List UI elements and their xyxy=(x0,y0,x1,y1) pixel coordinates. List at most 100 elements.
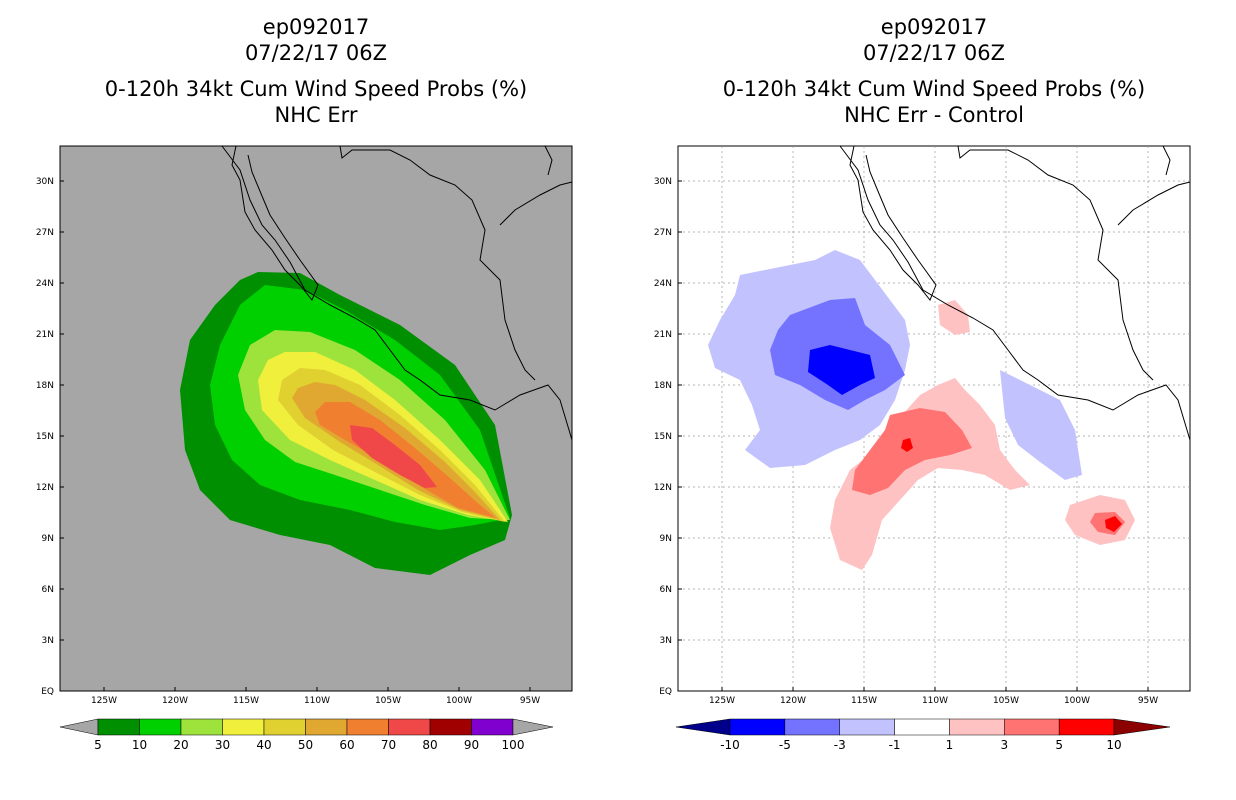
left-colorbar-box xyxy=(346,718,389,736)
right-panel-title: ep092017 07/22/17 06Z 0-120h 34kt Cum Wi… xyxy=(678,14,1190,128)
left-storm-id: ep092017 xyxy=(262,15,370,39)
left-lat-label: 27N xyxy=(36,228,54,238)
left-colorbar: 5 10 20 30 40 50 60 70 80 90 100 xyxy=(59,718,554,752)
left-lon-label: 105W xyxy=(375,696,401,706)
right-lat-label: 3N xyxy=(660,636,672,646)
left-panel-title: ep092017 07/22/17 06Z 0-120h 34kt Cum Wi… xyxy=(60,14,572,128)
right-colorbar-box xyxy=(729,718,786,736)
right-storm-id: ep092017 xyxy=(880,15,988,39)
right-lon-label: 105W xyxy=(993,696,1019,706)
left-colorbar-box xyxy=(97,718,140,736)
right-axes: 30N 27N 24N 21N 18N 15N 12N 9N 6N 3N EQ 125W 120W 115… xyxy=(654,177,1158,706)
right-colorbar-label: -10 xyxy=(720,738,740,752)
left-colorbar-label: 90 xyxy=(464,738,479,752)
right-contour-neg1-area2 xyxy=(1000,370,1082,480)
left-lat-label: 9N xyxy=(42,534,54,544)
right-colorbar-box xyxy=(1004,718,1060,736)
left-lon-label: 110W xyxy=(304,696,330,706)
left-prob-contours xyxy=(180,272,512,575)
right-lon-label: 95W xyxy=(1138,696,1158,706)
left-init-time: 07/22/17 06Z xyxy=(244,41,388,65)
right-init-time: 07/22/17 06Z xyxy=(862,41,1006,65)
right-diff-contours xyxy=(708,250,1135,570)
right-coastlines xyxy=(839,145,1191,441)
left-colorbar-label: 20 xyxy=(173,738,188,752)
right-lat-label: 24N xyxy=(654,279,672,289)
right-colorbar-label: 10 xyxy=(1106,738,1121,752)
right-colorbar-label: -5 xyxy=(779,738,791,752)
right-colorbar-label: 3 xyxy=(1000,738,1008,752)
left-colorbar-box xyxy=(222,718,265,736)
left-colorbar-label: 70 xyxy=(381,738,396,752)
left-lat-label: 6N xyxy=(42,585,54,595)
right-map: 30N 27N 24N 21N 18N 15N 12N 9N 6N 3N EQ 125W 120W 115… xyxy=(654,145,1191,752)
left-colorbar-high-arrow xyxy=(512,718,554,736)
right-colorbar-label: 5 xyxy=(1055,738,1063,752)
right-lat-label: 15N xyxy=(654,432,672,442)
right-contour-pos5-small xyxy=(1105,516,1122,532)
left-lat-label: EQ xyxy=(41,687,54,697)
right-colorbar-label: -3 xyxy=(834,738,846,752)
right-lon-label: 115W xyxy=(851,696,877,706)
left-lon-label: 125W xyxy=(91,696,117,706)
right-colorbar-high-arrow xyxy=(1113,718,1171,736)
left-colorbar-box xyxy=(471,718,514,736)
right-lat-label: 9N xyxy=(660,534,672,544)
right-lat-label: 18N xyxy=(654,381,672,391)
left-colorbar-box xyxy=(305,718,348,736)
left-lon-label: 115W xyxy=(233,696,259,706)
right-lon-label: 120W xyxy=(780,696,806,706)
left-colorbar-low-arrow xyxy=(59,718,99,736)
left-subtitle: NHC Err xyxy=(274,103,358,127)
right-contour-pos5 xyxy=(901,438,913,452)
right-product-title: 0-120h 34kt Cum Wind Speed Probs (%) xyxy=(722,77,1146,101)
left-colorbar-label: 80 xyxy=(422,738,437,752)
right-colorbar-box xyxy=(949,718,1005,736)
right-contour-pos1-area1 xyxy=(830,378,1030,570)
right-colorbar-low-arrow xyxy=(675,718,731,736)
left-colorbar-box xyxy=(139,718,182,736)
right-lat-label: 12N xyxy=(654,483,672,493)
right-lat-label: 6N xyxy=(660,585,672,595)
left-lon-label: 100W xyxy=(446,696,472,706)
left-lat-label: 15N xyxy=(36,432,54,442)
left-contour-70 xyxy=(350,425,437,488)
left-lat-label: 24N xyxy=(36,279,54,289)
right-colorbar-box xyxy=(839,718,895,736)
left-colorbar-label: 5 xyxy=(94,738,102,752)
left-lon-label: 95W xyxy=(520,696,540,706)
left-lat-label: 21N xyxy=(36,330,54,340)
right-lon-label: 125W xyxy=(709,696,735,706)
right-lon-label: 100W xyxy=(1064,696,1090,706)
right-gridlines xyxy=(678,146,1190,691)
left-colorbar-box xyxy=(388,718,431,736)
left-lon-label: 120W xyxy=(162,696,188,706)
right-colorbar: -10 -5 -3 -1 1 3 5 10 xyxy=(675,718,1171,752)
right-colorbar-label: -1 xyxy=(889,738,901,752)
right-lon-label: 110W xyxy=(922,696,948,706)
right-colorbar-label: 1 xyxy=(946,738,954,752)
left-colorbar-label: 30 xyxy=(215,738,230,752)
left-map: 30N 27N 24N 21N 18N 15N 12N 9N 6N 3N EQ 125W 120W 115… xyxy=(36,145,573,752)
right-lat-label: 30N xyxy=(654,177,672,187)
right-lat-label: 27N xyxy=(654,228,672,238)
left-lat-label: 3N xyxy=(42,636,54,646)
left-colorbar-box xyxy=(263,718,306,736)
left-lat-label: 18N xyxy=(36,381,54,391)
right-colorbar-box xyxy=(894,718,950,736)
left-axes: 30N 27N 24N 21N 18N 15N 12N 9N 6N 3N EQ 125W 120W 115… xyxy=(36,177,540,706)
left-colorbar-label: 50 xyxy=(298,738,313,752)
left-colorbar-label: 10 xyxy=(132,738,147,752)
right-colorbar-box xyxy=(1058,718,1115,736)
right-lat-label: EQ xyxy=(659,687,672,697)
left-coastlines xyxy=(221,145,573,441)
right-lat-label: 21N xyxy=(654,330,672,340)
right-contour-pos1-area2 xyxy=(938,300,970,335)
left-colorbar-box xyxy=(180,718,223,736)
left-lat-label: 30N xyxy=(36,177,54,187)
left-lat-label: 12N xyxy=(36,483,54,493)
left-colorbar-box xyxy=(429,718,472,736)
left-product-title: 0-120h 34kt Cum Wind Speed Probs (%) xyxy=(104,77,528,101)
right-contour-pos3 xyxy=(852,408,972,495)
right-subtitle: NHC Err - Control xyxy=(844,103,1024,127)
